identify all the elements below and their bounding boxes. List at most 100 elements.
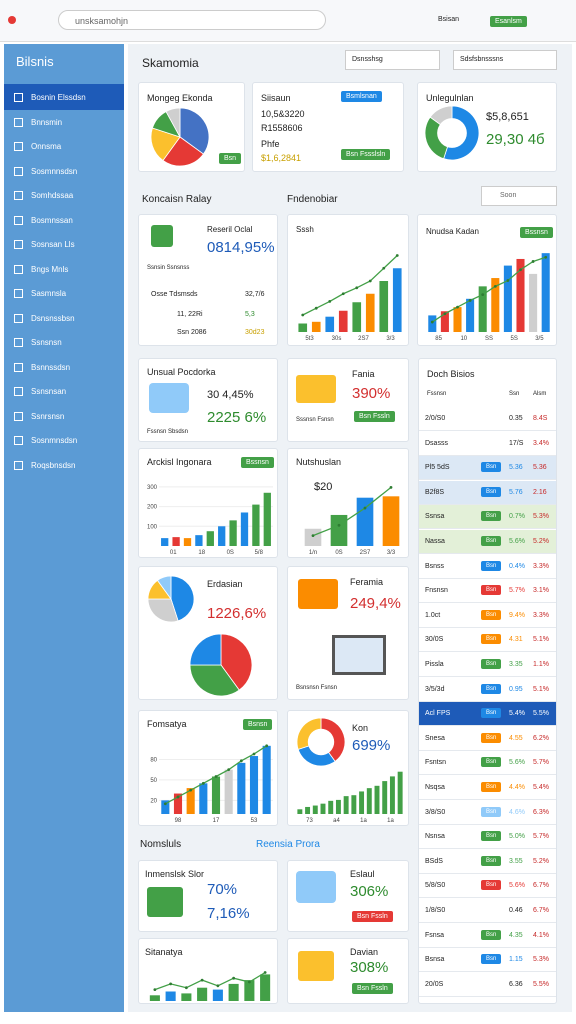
sidebar-item[interactable]: Bosmnssan xyxy=(14,216,73,225)
bar xyxy=(453,307,462,332)
button[interactable]: Bsmlsnan xyxy=(341,91,382,102)
sidebar-item[interactable]: Ssnrsnsn xyxy=(14,412,64,421)
sidebar-item[interactable]: Dsnsnssbsn xyxy=(14,314,75,323)
trend-point xyxy=(493,284,497,288)
y-tick-label: 50 xyxy=(150,778,157,784)
pie-slice xyxy=(220,633,253,691)
trend-line xyxy=(302,255,398,316)
bar xyxy=(351,795,357,814)
card: Mongeg Ekonda Bsn xyxy=(138,82,245,172)
bar xyxy=(228,983,239,1001)
sidebar-item[interactable]: Ssnsnsn xyxy=(14,338,62,347)
sidebar-item[interactable]: Bnnsmin xyxy=(14,118,62,127)
badge: Bsn xyxy=(481,732,502,743)
url-field[interactable]: unsksamohjn xyxy=(58,10,326,30)
user[interactable]: Bsisan xyxy=(438,16,460,23)
search-field[interactable]: Soon xyxy=(481,186,557,206)
cell: 4.6% xyxy=(509,808,525,816)
bar xyxy=(211,776,221,814)
sidebar-item[interactable]: Sasmnsla xyxy=(14,289,66,298)
table-row: Pissla Bsn 3.35 1.1% xyxy=(419,653,556,677)
bar xyxy=(466,298,475,332)
x-label: 2S7 xyxy=(360,550,371,555)
y-tick-label: 100 xyxy=(147,524,158,530)
cell: 5.2% xyxy=(533,857,549,865)
cell: 6.2% xyxy=(533,734,549,742)
x-label: SS xyxy=(485,336,493,341)
badge: Bsn xyxy=(481,831,502,842)
icon xyxy=(149,383,189,413)
bar-chart: 20 50 80 98 17 53 xyxy=(150,744,273,823)
cell: 6.36 xyxy=(509,980,523,988)
badge: Bsn xyxy=(219,153,242,164)
card-title: Erdasian xyxy=(207,579,243,589)
donut-chart xyxy=(296,717,346,767)
button[interactable]: Bsn Fssln xyxy=(352,911,393,922)
sidebar-item[interactable]: Ssnsnsan xyxy=(14,387,66,396)
bar xyxy=(165,991,176,1001)
sidebar-item[interactable]: Onnsma xyxy=(14,142,61,151)
row-value: 30d23 xyxy=(245,329,265,336)
bar xyxy=(366,788,372,814)
cell: 3.3% xyxy=(533,562,549,570)
button[interactable]: Bsn Fssln xyxy=(354,411,395,422)
cell: 5/8/S0 xyxy=(425,882,446,890)
value: 1226,6% xyxy=(207,605,267,622)
bar xyxy=(252,504,260,546)
x-label: 18 xyxy=(198,550,205,555)
value: 70% xyxy=(207,881,238,898)
card: Siisaun 10,5&3220 R1558606 Phfe $1,6,284… xyxy=(252,82,404,172)
card-title: Davian xyxy=(350,947,379,957)
caption: Bsnsnsn Fsnsn xyxy=(296,685,338,691)
bar xyxy=(206,531,214,546)
button[interactable]: Bsn Fssslsln xyxy=(341,149,391,160)
line: R1558606 xyxy=(261,123,303,133)
donut-chart xyxy=(424,105,480,161)
bar xyxy=(172,537,180,546)
card-title: Kon xyxy=(352,723,369,733)
sidebar-item[interactable]: Sosnmnsdsn xyxy=(14,436,77,445)
donut-hole xyxy=(307,728,335,756)
icon xyxy=(296,871,336,903)
trend-point xyxy=(314,306,318,310)
caption: Fssnsn Sbsdsn xyxy=(147,429,189,435)
section-title: Nomsluls xyxy=(140,839,182,850)
sidebar-item[interactable]: Roqsbnsdsn xyxy=(14,461,75,470)
value: $20 xyxy=(314,481,333,493)
badge: Bsn xyxy=(481,585,502,596)
table-row: 1.0ct Bsn 9.4% 3.3% xyxy=(419,604,556,628)
trend-point xyxy=(328,300,332,303)
sidebar-item[interactable]: Bsnnssdsn xyxy=(14,363,70,372)
x-label: 17 xyxy=(213,818,220,823)
table-row: 3/8/S0 Bsn 4.6% 6.3% xyxy=(419,801,556,825)
sidebar-item[interactable]: Sosmnnsdsn xyxy=(14,167,77,176)
card: Sssh 5t3 30s 2S7 3/3 xyxy=(287,214,409,346)
table-title: Doch Bisios xyxy=(427,369,475,379)
card: Erdasian 1226,6% xyxy=(138,566,278,700)
card: Nutshuslan $20 1/n 0S 2S7 3/3 xyxy=(287,448,409,558)
dropdown[interactable]: Sdsfsbnsssns xyxy=(453,50,557,70)
bar xyxy=(305,806,311,814)
table-row: BSdS Bsn 3.55 5.2% xyxy=(419,850,556,874)
cell: 5.0% xyxy=(509,833,525,841)
bar xyxy=(503,265,512,332)
bar xyxy=(298,323,308,332)
sidebar-item[interactable]: Sosnsan Lls xyxy=(14,240,75,249)
dropdown[interactable]: Dsnsshsg xyxy=(345,50,440,70)
trend-point xyxy=(355,286,359,290)
sidebar-item[interactable]: Bngs Mnls xyxy=(14,265,68,274)
button[interactable]: Bsn Fssln xyxy=(352,983,393,994)
sidebar-item[interactable]: Bosnin Elssdsn xyxy=(14,93,86,102)
card: Kon 699% 73 a4 1a 1a xyxy=(287,710,409,826)
pie-chart xyxy=(189,633,253,697)
badge: Bssnsn xyxy=(520,227,553,238)
bar xyxy=(359,791,365,814)
header-button[interactable]: Esanlsm xyxy=(490,16,527,27)
value: 699% xyxy=(352,737,391,754)
value: 2225 6% xyxy=(207,409,267,426)
card: Nnudsa Kadan Bssnsn 85 10 SS 5S 3/5 xyxy=(417,214,557,346)
sidebar-item[interactable]: Somhdssaa xyxy=(14,191,73,200)
bar xyxy=(374,785,380,814)
x-label: 85 xyxy=(435,336,442,341)
